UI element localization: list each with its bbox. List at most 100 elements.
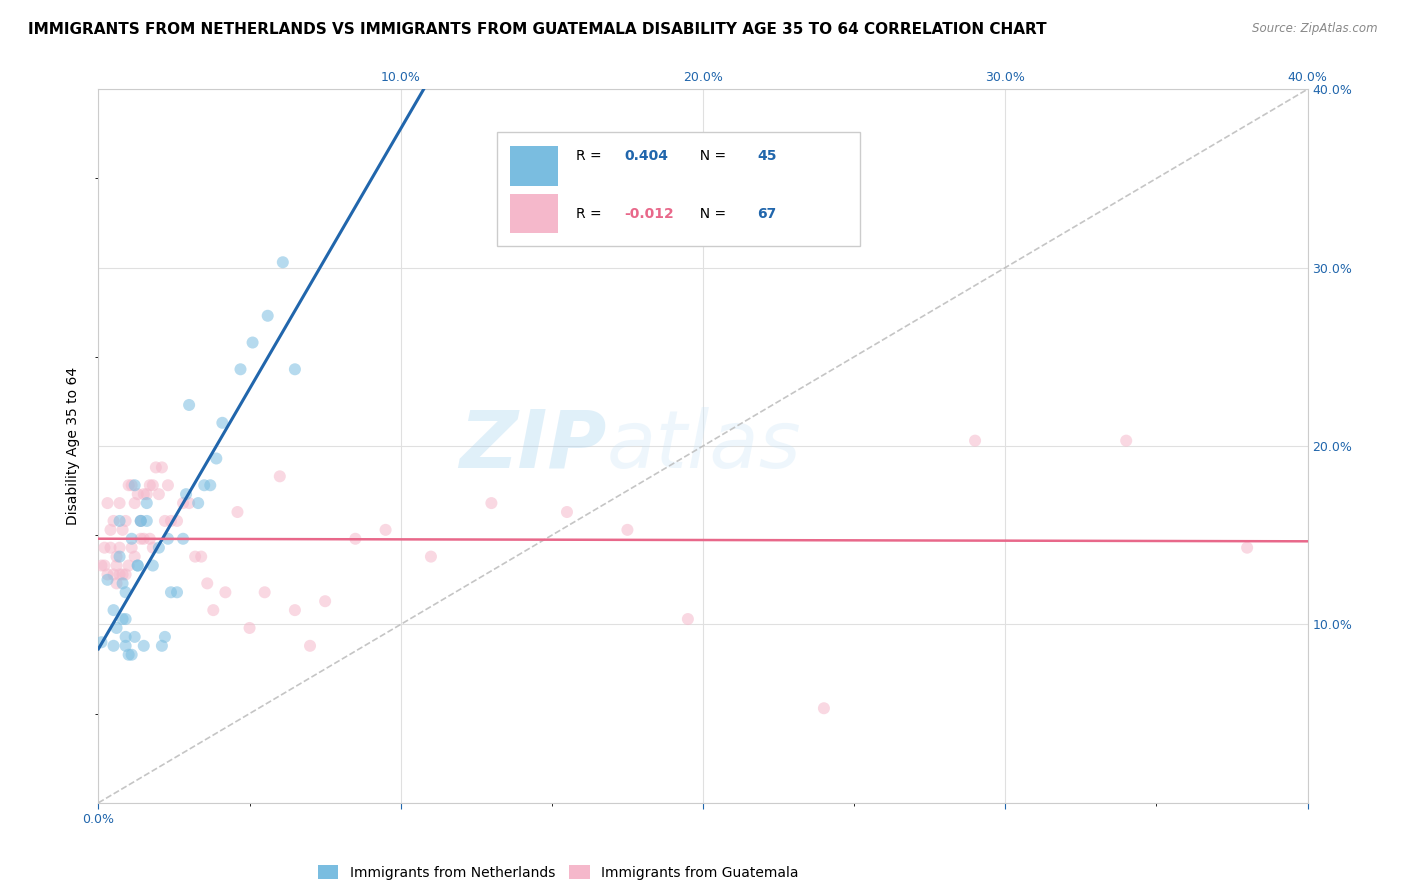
Point (129, 514, 152, 528)
Point (150, 639, 173, 653)
Point (179, 496, 201, 510)
Point (299, 639, 322, 653)
Point (145, 460, 167, 475)
Point (114, 585, 136, 599)
Point (111, 567, 134, 582)
Point (269, 469, 291, 483)
Point (111, 523, 134, 537)
Text: ZIP: ZIP (458, 407, 606, 485)
Point (190, 549, 212, 564)
Point (139, 532, 162, 546)
Point (114, 630, 136, 644)
Point (555, 505, 578, 519)
Y-axis label: Disability Age 35 to 64: Disability Age 35 to 64 (66, 367, 80, 525)
Point (284, 362, 307, 376)
Point (1115, 434, 1137, 448)
Point (160, 514, 183, 528)
Point (616, 523, 638, 537)
Point (121, 541, 143, 555)
Point (114, 567, 136, 582)
Point (142, 478, 165, 492)
Text: N =: N = (690, 207, 730, 221)
Point (160, 585, 183, 599)
Text: N =: N = (690, 149, 730, 163)
Point (93, 541, 115, 555)
Point (166, 514, 188, 528)
Point (114, 514, 136, 528)
Point (108, 496, 131, 510)
Text: 45: 45 (758, 149, 778, 163)
Point (100, 541, 122, 555)
Point (96, 496, 118, 510)
Point (124, 496, 146, 510)
Point (105, 576, 128, 591)
Point (132, 532, 155, 546)
Point (108, 567, 131, 582)
Point (93, 558, 115, 573)
Point (1236, 541, 1258, 555)
Text: -0.012: -0.012 (624, 207, 673, 221)
FancyBboxPatch shape (498, 132, 860, 246)
Point (132, 487, 155, 501)
Point (100, 523, 122, 537)
Point (105, 558, 128, 573)
Point (150, 460, 173, 475)
Point (344, 532, 367, 546)
Point (118, 558, 141, 573)
Text: IMMIGRANTS FROM NETHERLANDS VS IMMIGRANTS FROM GUATEMALA DISABILITY AGE 35 TO 64: IMMIGRANTS FROM NETHERLANDS VS IMMIGRANT… (28, 22, 1046, 37)
Point (214, 585, 236, 599)
Point (129, 514, 152, 528)
Point (193, 478, 215, 492)
Point (118, 648, 141, 662)
Point (242, 335, 264, 350)
Point (153, 630, 176, 644)
Point (284, 603, 307, 617)
Point (129, 532, 152, 546)
Point (166, 585, 188, 599)
Point (420, 549, 443, 564)
Point (121, 478, 143, 492)
FancyBboxPatch shape (509, 194, 558, 234)
Text: atlas: atlas (606, 407, 801, 485)
Point (211, 416, 233, 430)
Point (105, 621, 128, 635)
Point (195, 576, 218, 591)
Point (174, 487, 197, 501)
Point (124, 549, 146, 564)
Point (148, 541, 170, 555)
Point (184, 549, 207, 564)
Point (179, 398, 201, 412)
Point (127, 487, 149, 501)
Point (108, 541, 131, 555)
Point (187, 496, 209, 510)
Point (114, 639, 136, 653)
Point (200, 478, 222, 492)
Point (172, 496, 194, 510)
Point (139, 478, 162, 492)
Point (127, 558, 149, 573)
Point (676, 612, 699, 626)
Point (127, 558, 149, 573)
Point (90, 558, 112, 573)
Point (111, 576, 134, 591)
Point (813, 701, 835, 715)
Point (132, 639, 155, 653)
Point (965, 434, 987, 448)
Point (205, 451, 228, 466)
Point (96, 573, 118, 587)
Point (156, 478, 179, 492)
Point (172, 532, 194, 546)
Point (202, 603, 225, 617)
Point (118, 478, 141, 492)
Point (256, 309, 278, 323)
Point (135, 514, 157, 528)
Point (153, 514, 176, 528)
Point (111, 612, 134, 626)
Point (142, 558, 165, 573)
Point (374, 523, 396, 537)
Point (229, 362, 252, 376)
Point (96, 567, 118, 582)
Point (253, 585, 276, 599)
Point (103, 514, 125, 528)
Text: Source: ZipAtlas.com: Source: ZipAtlas.com (1253, 22, 1378, 36)
